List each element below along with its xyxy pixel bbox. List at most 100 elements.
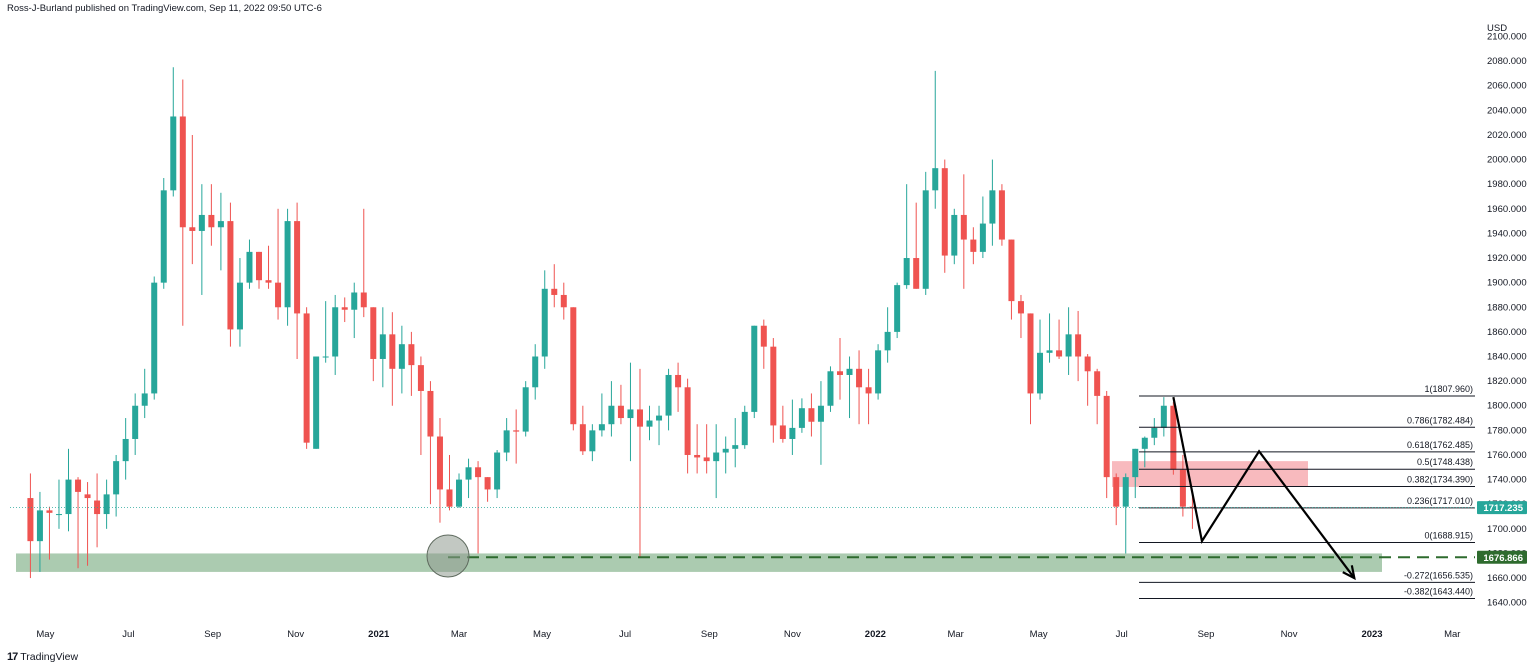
- candle: [1151, 418, 1158, 446]
- candle-body: [751, 325, 758, 412]
- candle-body: [598, 424, 605, 431]
- price-tick-label: 1740.000: [1487, 475, 1527, 486]
- candle-body: [960, 214, 967, 240]
- candle-body: [1037, 352, 1044, 394]
- candle-body: [275, 282, 282, 308]
- candle-body: [589, 430, 596, 452]
- candle-body: [656, 415, 663, 421]
- candle-body: [827, 371, 834, 406]
- candle: [1094, 368, 1101, 425]
- candle-body: [113, 461, 120, 495]
- candle: [1065, 307, 1072, 375]
- time-tick-label: Jul: [1116, 629, 1128, 640]
- last-price-label: 1717.235: [1483, 503, 1523, 514]
- candle-body: [360, 292, 367, 308]
- candle: [722, 436, 729, 474]
- candle-body: [379, 334, 386, 359]
- candle-body: [703, 457, 710, 462]
- candle: [84, 482, 91, 566]
- time-tick-label: May: [533, 629, 551, 640]
- candle-body: [617, 405, 624, 419]
- candle: [1113, 473, 1120, 526]
- fib-level-label: 0.236(1717.010): [1407, 496, 1473, 506]
- candle-body: [1179, 469, 1186, 507]
- candle-body: [75, 479, 82, 492]
- candle-body: [284, 221, 291, 308]
- candle-body: [465, 467, 472, 480]
- candle-body: [1008, 239, 1015, 302]
- time-tick-label: Sep: [204, 629, 221, 640]
- projection-arrowhead: [1342, 565, 1356, 581]
- brand-name: TradingView: [20, 651, 79, 663]
- candle-body: [398, 344, 405, 369]
- candle: [1132, 448, 1139, 499]
- candle: [675, 362, 682, 412]
- candle: [808, 393, 815, 437]
- price-tick-label: 1880.000: [1487, 302, 1527, 313]
- candle-body: [894, 285, 901, 332]
- candle: [132, 393, 139, 455]
- candle: [960, 174, 967, 289]
- candle: [1122, 473, 1129, 554]
- candle: [303, 307, 310, 449]
- price-tick-label: 2080.000: [1487, 56, 1527, 67]
- candle-body: [903, 258, 910, 286]
- candle: [513, 409, 520, 464]
- price-tick-label: 1780.000: [1487, 425, 1527, 436]
- candle: [1075, 310, 1082, 382]
- candle-body: [303, 313, 310, 443]
- candle: [579, 405, 586, 455]
- candle-body: [265, 280, 272, 283]
- candle-body: [741, 411, 748, 446]
- time-tick-label: Sep: [1198, 629, 1215, 640]
- price-tick-label: 1940.000: [1487, 228, 1527, 239]
- candle: [1046, 313, 1053, 363]
- candle: [741, 405, 748, 449]
- candle-body: [332, 307, 339, 357]
- price-tick-label: 1760.000: [1487, 450, 1527, 461]
- candle: [989, 159, 996, 246]
- price-tick-label: 1900.000: [1487, 278, 1527, 289]
- candle: [265, 245, 272, 289]
- candle-body: [141, 393, 148, 406]
- candle-body: [179, 116, 186, 228]
- candle-body: [1103, 395, 1110, 478]
- price-tick-label: 1860.000: [1487, 327, 1527, 338]
- candle-body: [998, 190, 1005, 240]
- candle-body: [341, 307, 348, 310]
- price-tick-label: 1840.000: [1487, 352, 1527, 363]
- candle: [856, 350, 863, 425]
- candle: [665, 368, 672, 431]
- candle-body: [532, 356, 539, 388]
- candle: [236, 258, 243, 347]
- candle-body: [36, 510, 43, 542]
- candle-body: [1151, 427, 1158, 438]
- candle: [541, 270, 548, 369]
- candle: [1170, 402, 1177, 475]
- candle-body: [865, 387, 872, 394]
- candle: [322, 301, 329, 363]
- candle-body: [875, 350, 882, 394]
- footer-brand[interactable]: 17 TradingView: [7, 651, 78, 663]
- candle: [646, 405, 653, 441]
- price-tick-label: 2000.000: [1487, 155, 1527, 166]
- candle: [627, 362, 634, 462]
- price-axis-unit: USD: [1487, 23, 1507, 34]
- candle-body: [46, 510, 53, 513]
- candle-body: [932, 168, 939, 191]
- candle: [970, 227, 977, 265]
- price-tick-label: 2060.000: [1487, 81, 1527, 92]
- candle-body: [1046, 350, 1053, 353]
- fib-level-label: 0.618(1762.485): [1407, 440, 1473, 450]
- candle-body: [789, 427, 796, 439]
- candle: [932, 70, 939, 209]
- time-tick-label: May: [1030, 629, 1048, 640]
- candle-body: [1094, 371, 1101, 396]
- candle: [732, 418, 739, 468]
- candle: [617, 384, 624, 425]
- candle: [417, 356, 424, 455]
- price-tick-label: 1980.000: [1487, 179, 1527, 190]
- time-tick-label: 2023: [1361, 629, 1382, 640]
- candle-body: [65, 479, 72, 515]
